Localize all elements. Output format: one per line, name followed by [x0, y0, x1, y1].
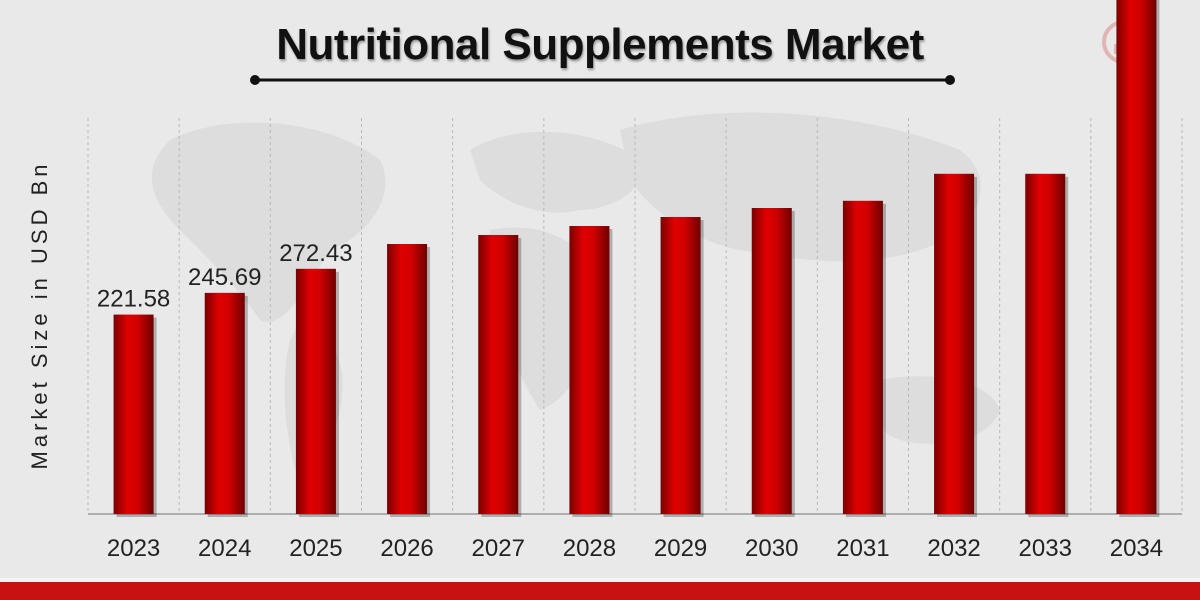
footer-highlight: [0, 578, 1200, 582]
bar: [113, 314, 154, 514]
footer-band: [0, 582, 1200, 600]
bar: [204, 292, 245, 514]
x-tick-label: 2027: [472, 535, 525, 562]
data-label: 221.58: [97, 286, 170, 313]
x-tick-label: 2032: [927, 535, 980, 562]
x-tick-label: 2033: [1019, 535, 1072, 562]
x-tick-label: 2026: [380, 535, 433, 562]
bar: [751, 208, 792, 514]
bar: [295, 268, 336, 514]
bar: [478, 235, 519, 514]
bar: [569, 226, 610, 514]
bar: [1025, 173, 1066, 515]
x-tick-label: 2024: [198, 535, 251, 562]
x-tick-label: 2029: [654, 535, 707, 562]
bar: [842, 200, 883, 515]
data-label: 272.43: [279, 240, 352, 267]
x-tick-label: 2034: [1110, 535, 1163, 562]
chart-title: Nutritional Supplements Market: [276, 20, 924, 69]
x-tick-label: 2023: [107, 535, 160, 562]
bar: [660, 217, 701, 514]
data-label: 245.69: [188, 264, 261, 291]
x-tick-label: 2028: [563, 535, 616, 562]
bar: [1116, 0, 1157, 514]
bar: [387, 244, 428, 514]
x-tick-label: 2031: [836, 535, 889, 562]
bar: [934, 173, 975, 515]
x-tick-label: 2025: [289, 535, 342, 562]
x-tick-label: 2030: [745, 535, 798, 562]
